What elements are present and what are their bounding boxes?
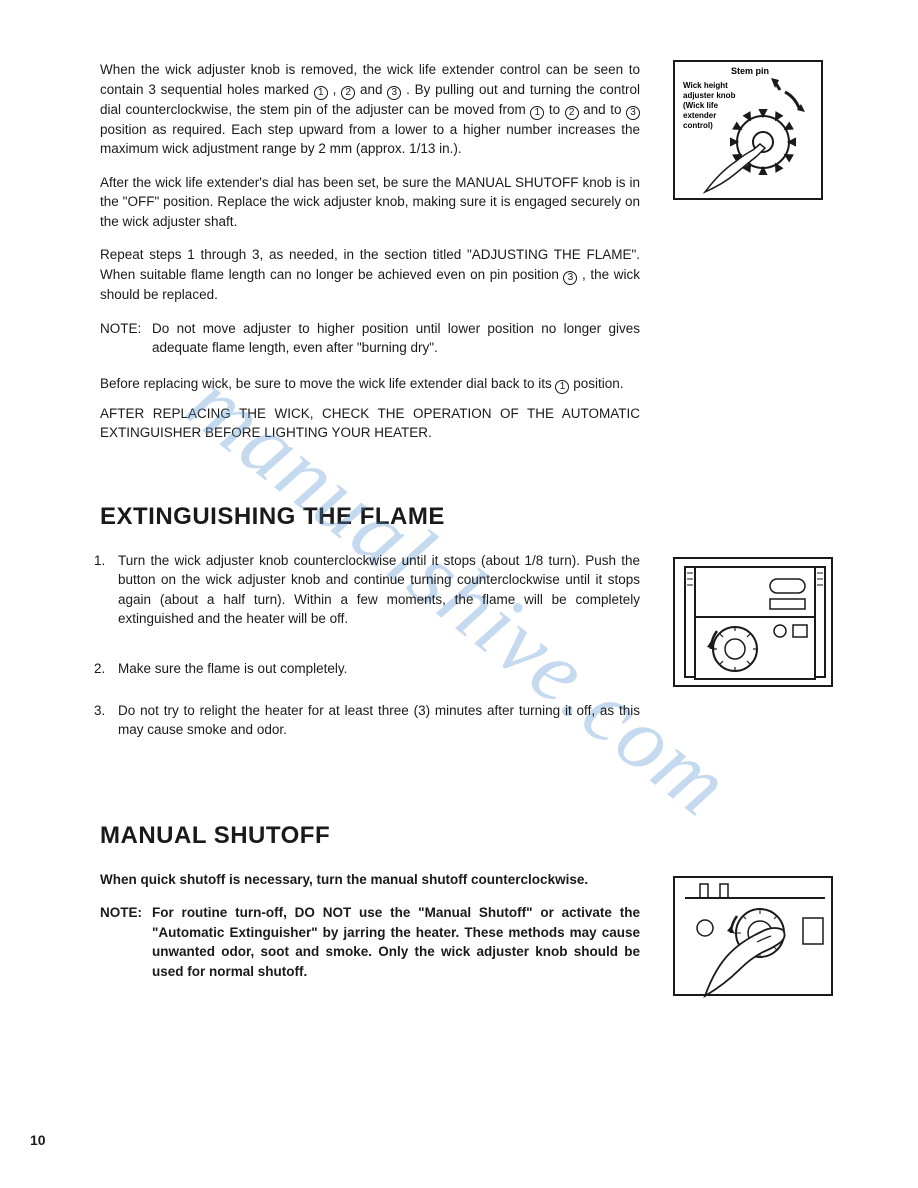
page-number: 10 xyxy=(30,1132,46,1148)
note-1: NOTE: Do not move adjuster to higher pos… xyxy=(100,319,640,358)
intro-text-column: When the wick adjuster knob is removed, … xyxy=(100,60,640,457)
note-label: NOTE: xyxy=(100,319,152,358)
shutoff-intro: When quick shutoff is necessary, turn th… xyxy=(100,870,640,890)
shutoff-heading: MANUAL SHUTOFF xyxy=(100,822,843,850)
extinguishing-step-2: Make sure the flame is out completely. xyxy=(100,659,640,679)
circled-3: 3 xyxy=(626,106,640,120)
circled-1: 1 xyxy=(530,106,544,120)
figure-2 xyxy=(673,557,833,687)
fig1-left-label-4: extender xyxy=(683,111,716,120)
fig1-left-label-3: (Wick life xyxy=(683,101,719,110)
extinguishing-heading: EXTINGUISHING THE FLAME xyxy=(100,503,843,531)
figure-1: Stem pin Wick height adjuster knob (Wick… xyxy=(673,60,823,200)
circled-1: 1 xyxy=(314,86,328,100)
figure-3 xyxy=(673,876,833,996)
extinguishing-step-1: Turn the wick adjuster knob counterclock… xyxy=(100,551,640,629)
text: position. xyxy=(569,376,623,391)
circled-2: 2 xyxy=(341,86,355,100)
text: position as required. Each step upward f… xyxy=(100,122,640,157)
intro-para-2: After the wick life extender's dial has … xyxy=(100,173,640,232)
circled-1: 1 xyxy=(555,380,569,394)
intro-para-4: Before replacing wick, be sure to move t… xyxy=(100,374,640,394)
note-label: NOTE: xyxy=(100,903,152,981)
fig1-left-label-5: control) xyxy=(683,121,713,130)
extinguishing-steps: Turn the wick adjuster knob counterclock… xyxy=(100,551,640,740)
text: Before replacing wick, be sure to move t… xyxy=(100,376,555,391)
circled-3: 3 xyxy=(387,86,401,100)
text: and xyxy=(355,82,387,97)
text: and to xyxy=(579,102,626,117)
fig1-left-label-1: Wick height xyxy=(683,81,728,90)
circled-3: 3 xyxy=(563,271,577,285)
text: Repeat steps 1 through 3, as needed, in … xyxy=(100,247,640,282)
extinguishing-step-3: Do not try to relight the heater for at … xyxy=(100,701,640,740)
circled-2: 2 xyxy=(565,106,579,120)
shutoff-note: NOTE: For routine turn-off, DO NOT use t… xyxy=(100,903,640,981)
extinguishing-section: EXTINGUISHING THE FLAME Turn the wick ad… xyxy=(100,503,843,762)
shutoff-section: MANUAL SHUTOFF When quick shutoff is nec… xyxy=(100,822,843,1006)
text: to xyxy=(544,102,564,117)
note-text: For routine turn-off, DO NOT use the "Ma… xyxy=(152,903,640,981)
note-text: Do not move adjuster to higher position … xyxy=(152,319,640,358)
figure-1-column: Stem pin Wick height adjuster knob (Wick… xyxy=(673,60,843,210)
figure-3-svg xyxy=(675,878,835,998)
figure-2-svg xyxy=(675,559,835,689)
text: , xyxy=(328,82,341,97)
intro-para-3: Repeat steps 1 through 3, as needed, in … xyxy=(100,245,640,304)
fig1-top-label: Stem pin xyxy=(731,66,769,76)
intro-para-5: AFTER REPLACING THE WICK, CHECK THE OPER… xyxy=(100,404,640,443)
intro-para-1: When the wick adjuster knob is removed, … xyxy=(100,60,640,159)
fig1-left-label-2: adjuster knob xyxy=(683,91,736,100)
figure-1-svg: Stem pin Wick height adjuster knob (Wick… xyxy=(675,62,825,202)
